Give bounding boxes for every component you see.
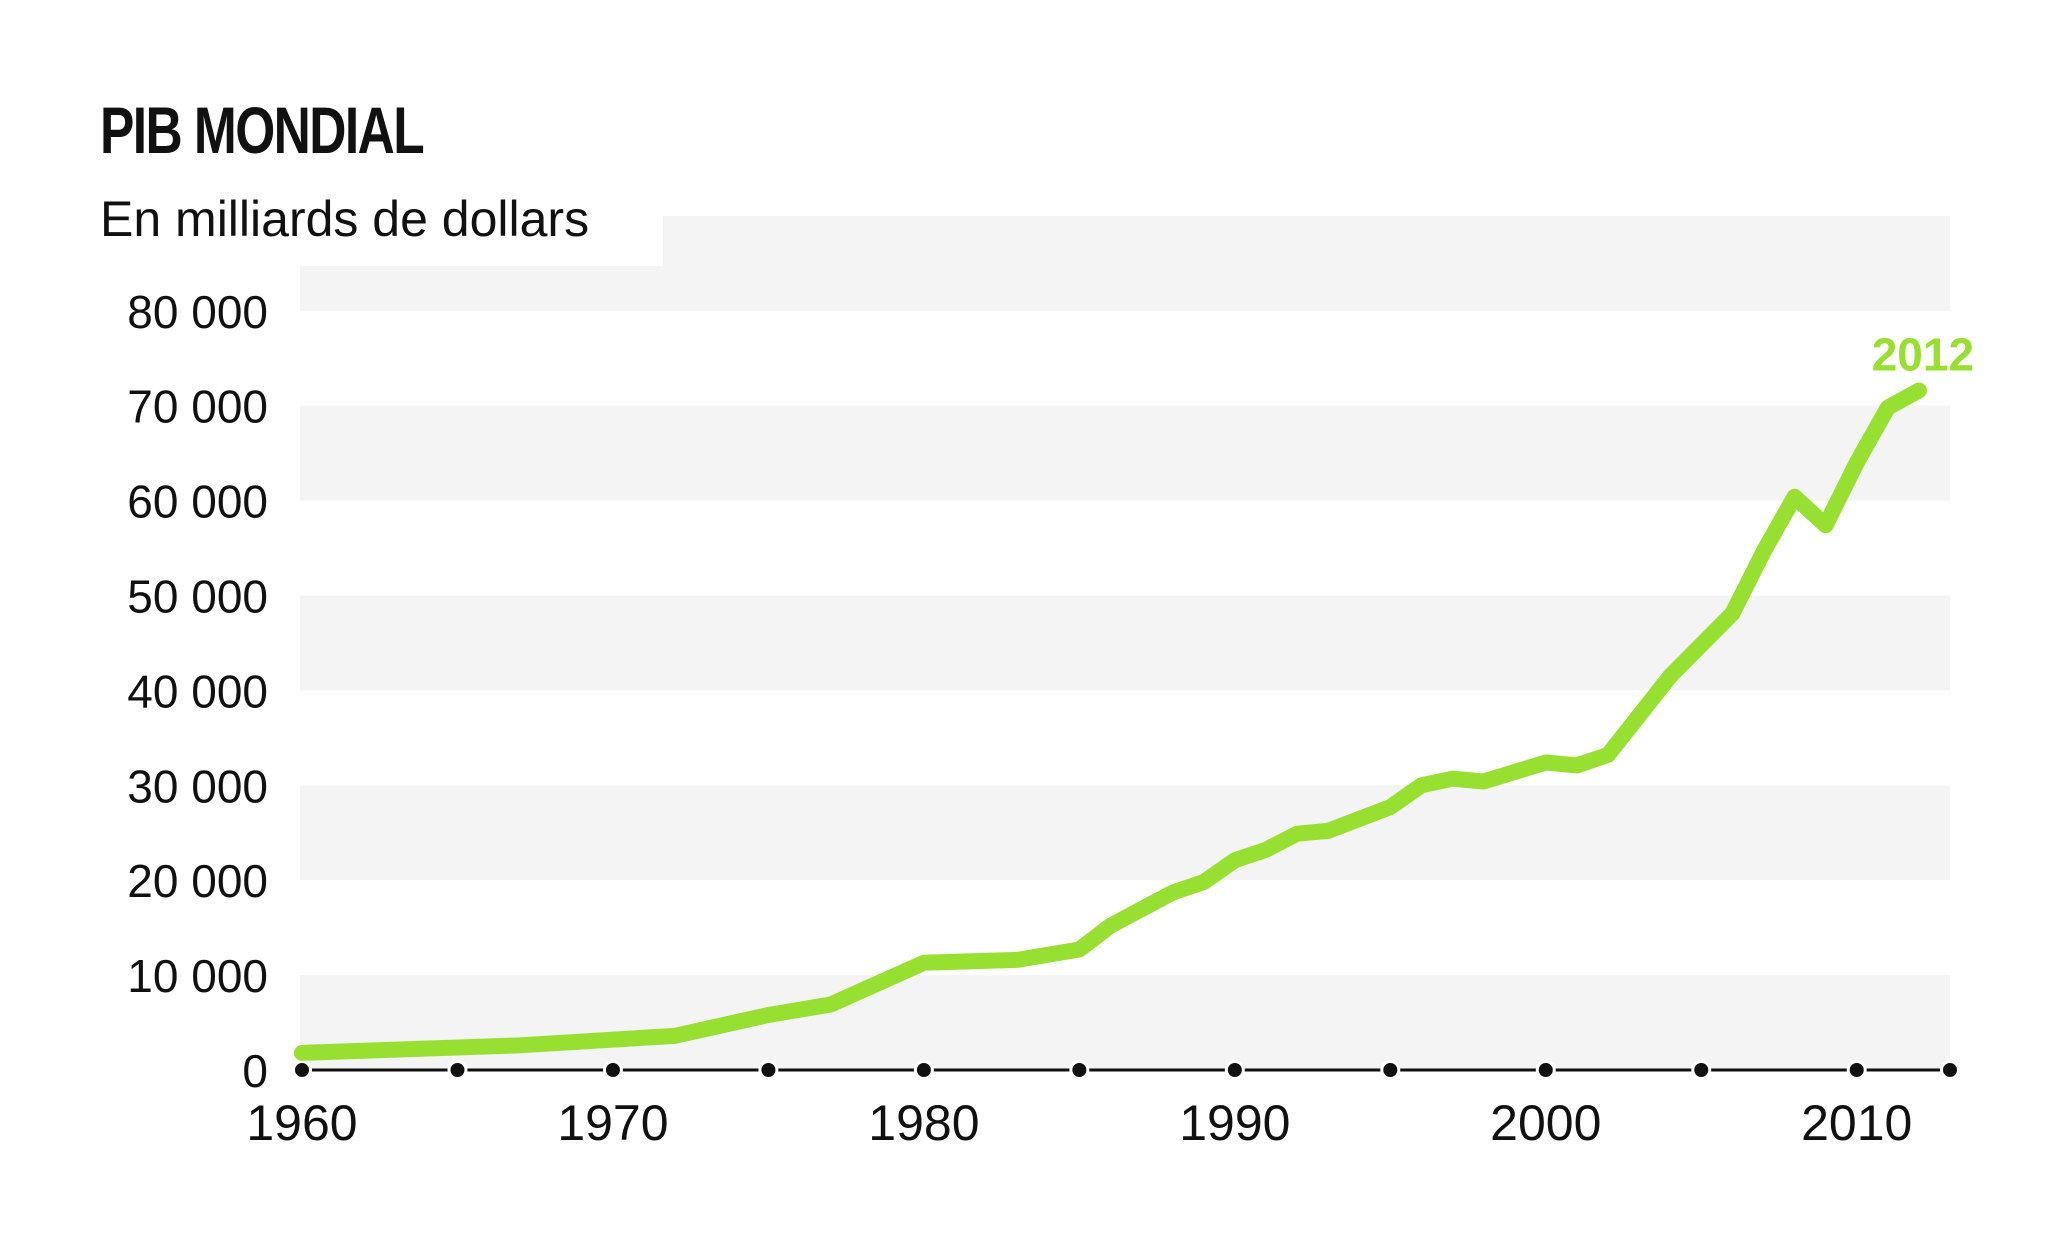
y-tick-label: 30 000	[127, 760, 268, 812]
x-tick-label: 1960	[246, 1095, 357, 1151]
y-tick-label: 0	[242, 1045, 268, 1097]
x-tick-label: 2000	[1490, 1095, 1601, 1151]
subtitle-background	[0, 200, 663, 266]
x-tick-dot	[1849, 1063, 1864, 1077]
x-tick-dot	[916, 1063, 931, 1077]
x-tick-label: 1970	[557, 1095, 668, 1151]
x-tick-dot	[1694, 1063, 1709, 1077]
x-tick-dot	[761, 1063, 776, 1077]
x-tick-dot	[1538, 1063, 1553, 1077]
grid-band	[300, 785, 1950, 881]
x-tick-dot	[1383, 1063, 1398, 1077]
y-tick-label: 70 000	[127, 381, 268, 433]
chart-subtitle: En milliards de dollars	[100, 191, 590, 247]
gdp-line	[294, 382, 1927, 1061]
x-tick-dot	[605, 1063, 620, 1077]
x-tick-dot	[1227, 1063, 1242, 1077]
x-tick-label: 1990	[1179, 1095, 1290, 1151]
x-tick-label: 2010	[1801, 1095, 1912, 1151]
grid-band	[300, 405, 1950, 501]
y-tick-label: 10 000	[127, 950, 268, 1002]
x-tick-label: 1980	[868, 1095, 979, 1151]
y-tick-label: 50 000	[127, 571, 268, 623]
x-tick-dot	[450, 1063, 465, 1077]
chart-title: PIB MONDIAL	[100, 93, 425, 167]
y-tick-label: 80 000	[127, 286, 268, 338]
x-tick-dot	[1072, 1063, 1087, 1077]
y-tick-label: 40 000	[127, 665, 268, 717]
end-year-label: 2012	[1872, 329, 1974, 381]
x-tick-dot	[295, 1063, 309, 1077]
grid-band	[300, 975, 1950, 1070]
x-tick-dot	[1943, 1063, 1957, 1077]
y-tick-label: 20 000	[127, 855, 268, 907]
y-tick-label: 60 000	[127, 476, 268, 528]
